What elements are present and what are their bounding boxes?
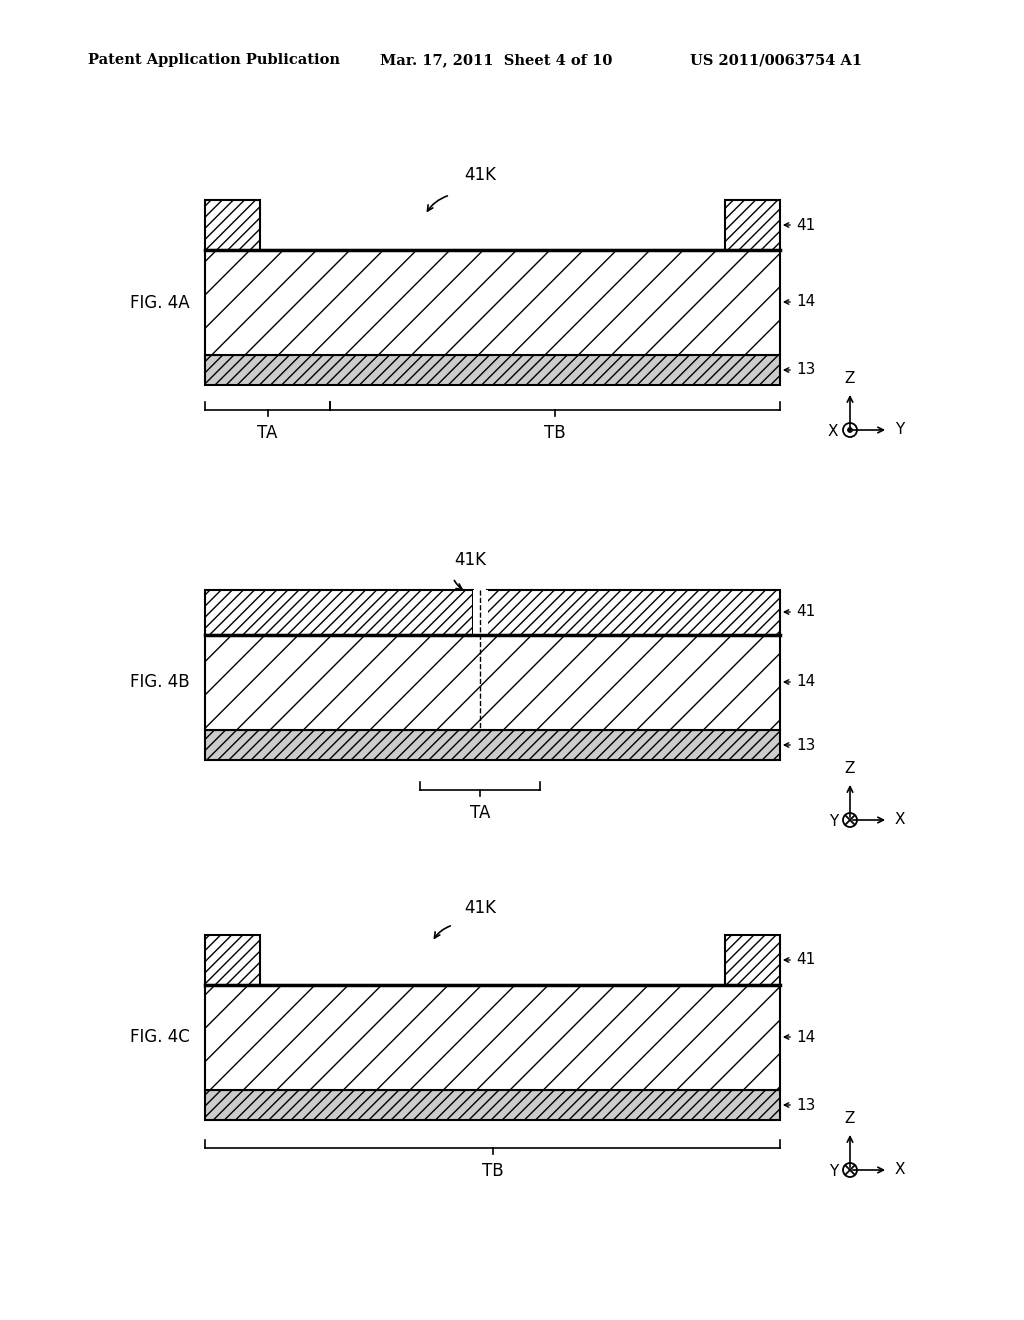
Text: 41K: 41K [464,166,496,183]
Text: 13: 13 [796,738,815,752]
Bar [725,935,780,985]
Text: 13: 13 [796,363,815,378]
Text: TA: TA [257,424,278,442]
Text: Y: Y [895,422,904,437]
Text: Z: Z [845,1111,855,1126]
Text: Y: Y [828,1163,838,1179]
Text: 41: 41 [796,953,815,968]
Text: 14: 14 [796,294,815,309]
Circle shape [848,428,852,432]
Bar [205,635,780,730]
Text: FIG. 4B: FIG. 4B [130,673,189,690]
Text: US 2011/0063754 A1: US 2011/0063754 A1 [690,53,862,67]
Text: X: X [895,813,905,828]
Text: 14: 14 [796,1030,815,1044]
Bar [205,1090,780,1119]
Bar [205,730,780,760]
Text: 41K: 41K [454,550,486,569]
Text: Z: Z [845,371,855,385]
Text: Patent Application Publication: Patent Application Publication [88,53,340,67]
Bar [205,590,473,635]
Bar [725,201,780,249]
Bar [487,590,780,635]
Text: TA: TA [470,804,490,822]
Text: Mar. 17, 2011  Sheet 4 of 10: Mar. 17, 2011 Sheet 4 of 10 [380,53,612,67]
Text: 13: 13 [796,1097,815,1113]
Text: Z: Z [845,762,855,776]
Text: X: X [895,1163,905,1177]
Text: Y: Y [828,813,838,829]
Text: 41K: 41K [464,899,496,917]
Text: TB: TB [481,1162,504,1180]
Bar [205,249,780,355]
Bar [205,355,780,385]
Text: FIG. 4A: FIG. 4A [130,293,189,312]
Text: 41: 41 [796,218,815,232]
Text: FIG. 4C: FIG. 4C [130,1028,189,1045]
Text: TB: TB [544,424,566,442]
Text: X: X [827,424,838,438]
Bar [205,935,260,985]
Bar [473,590,488,635]
Bar [205,201,260,249]
Text: 14: 14 [796,675,815,689]
Bar [205,985,780,1090]
Text: 41: 41 [796,605,815,619]
